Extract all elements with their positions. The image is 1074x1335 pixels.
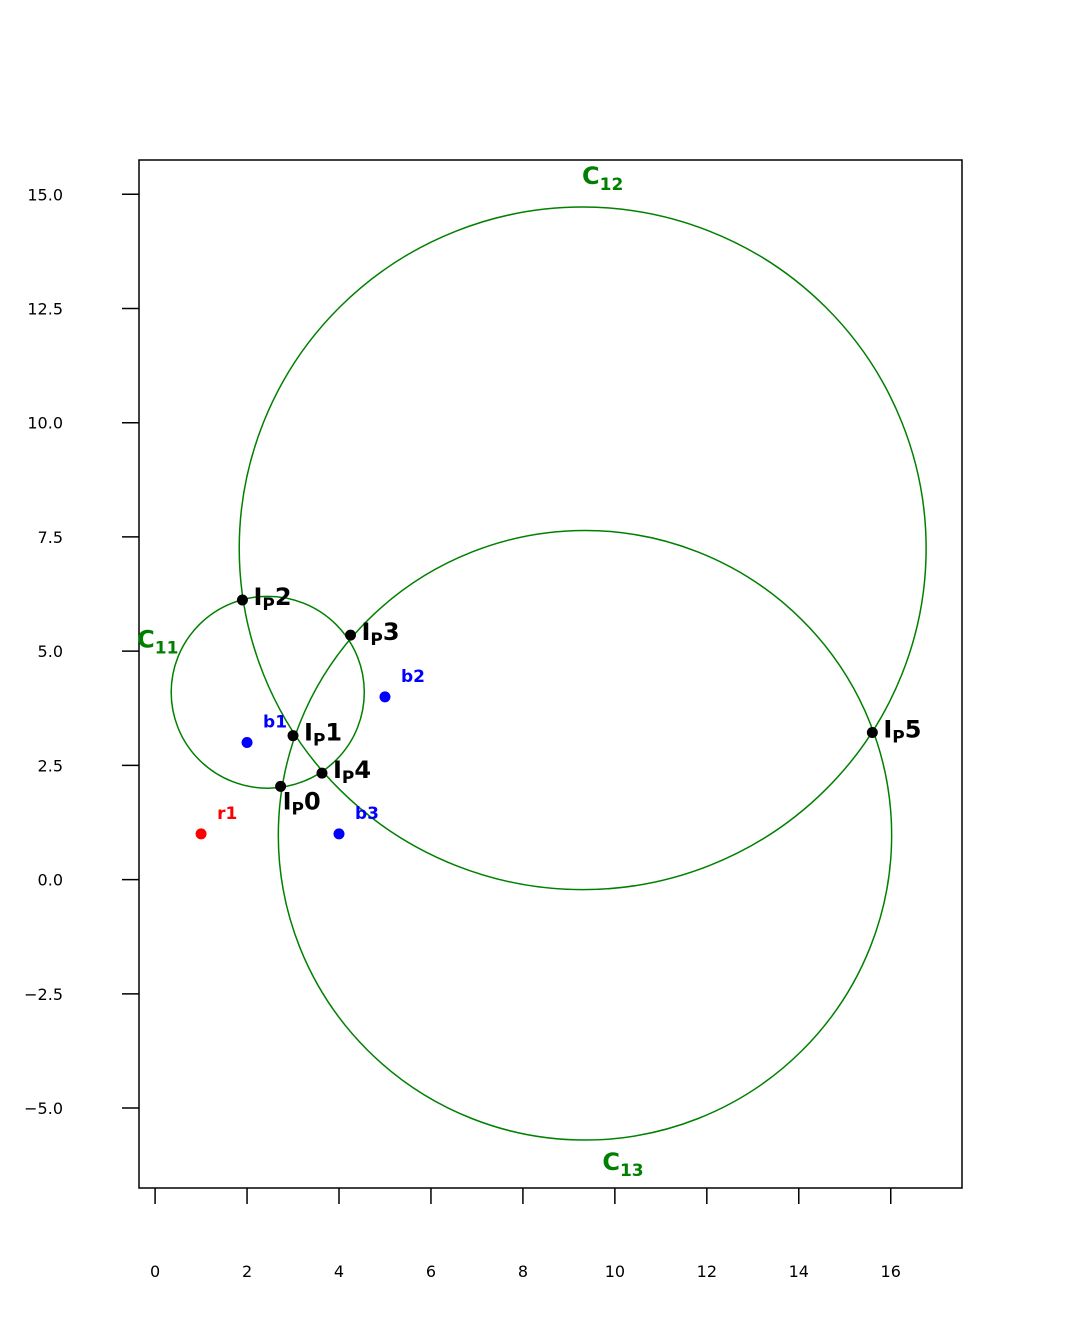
y-tick-label: 7.5	[38, 528, 63, 547]
y-tick-label: 0.0	[38, 871, 63, 890]
circle-13	[277, 529, 893, 1141]
y-tick-label: 10.0	[27, 414, 63, 433]
intersection-1	[287, 730, 299, 742]
x-tick-label: 10	[605, 1262, 625, 1281]
circle-label-12: C12	[582, 162, 623, 195]
circle-label-11: C11	[137, 625, 178, 658]
point-b1	[241, 737, 253, 749]
y-axis: −5.0 −2.5 0.0 2.5 5.0 7.5 10.0 12.5 15.0	[24, 185, 139, 1118]
plot-frame	[138, 159, 963, 1189]
intersection-label-2: IP2	[253, 583, 291, 615]
y-tick-label: −5.0	[24, 1099, 63, 1118]
intersection-0	[275, 780, 287, 792]
point-label-r1: r1	[217, 804, 237, 824]
intersection-5	[866, 726, 878, 738]
circle-label-13: C13	[602, 1148, 643, 1181]
x-tick-label: 4	[334, 1262, 344, 1281]
y-tick-label: 12.5	[27, 299, 63, 318]
y-tick-label: 5.0	[38, 642, 63, 661]
intersection-2	[236, 594, 248, 606]
circle-11	[170, 595, 366, 789]
point-label-b3: b3	[355, 804, 379, 824]
x-tick-label: 0	[150, 1262, 160, 1281]
point-r1	[195, 828, 207, 840]
y-tick-label: 2.5	[38, 756, 63, 775]
x-tick-label: 14	[789, 1262, 809, 1281]
x-tick-label: 12	[697, 1262, 717, 1281]
intersections-layer: IP0 IP1 IP2 IP3 IP4 IP5	[236, 583, 921, 819]
x-tick-label: 8	[518, 1262, 528, 1281]
intersection-label-3: IP3	[361, 618, 399, 650]
intersection-3	[344, 629, 356, 641]
x-tick-label: 2	[242, 1262, 252, 1281]
intersection-label-0: IP0	[283, 787, 321, 819]
point-b3	[333, 828, 345, 840]
x-tick-label: 6	[426, 1262, 436, 1281]
circle-12	[238, 206, 927, 891]
point-b2	[379, 691, 391, 703]
point-label-b1: b1	[263, 713, 287, 733]
intersection-label-5: IP5	[883, 715, 921, 747]
intersection-label-4: IP4	[333, 756, 371, 788]
point-label-b2: b2	[401, 667, 425, 687]
intersection-4	[316, 767, 328, 779]
intersection-label-1: IP1	[304, 719, 342, 751]
x-axis: 0 2 4 6 8 10 12 14 16	[150, 1188, 901, 1281]
points-layer: r1 b1 b2 b3	[195, 667, 425, 840]
x-tick-label: 16	[881, 1262, 901, 1281]
y-tick-label: −2.5	[24, 985, 63, 1004]
y-tick-label: 15.0	[27, 185, 63, 204]
circles-layer: C11 C12 C13	[137, 162, 927, 1181]
